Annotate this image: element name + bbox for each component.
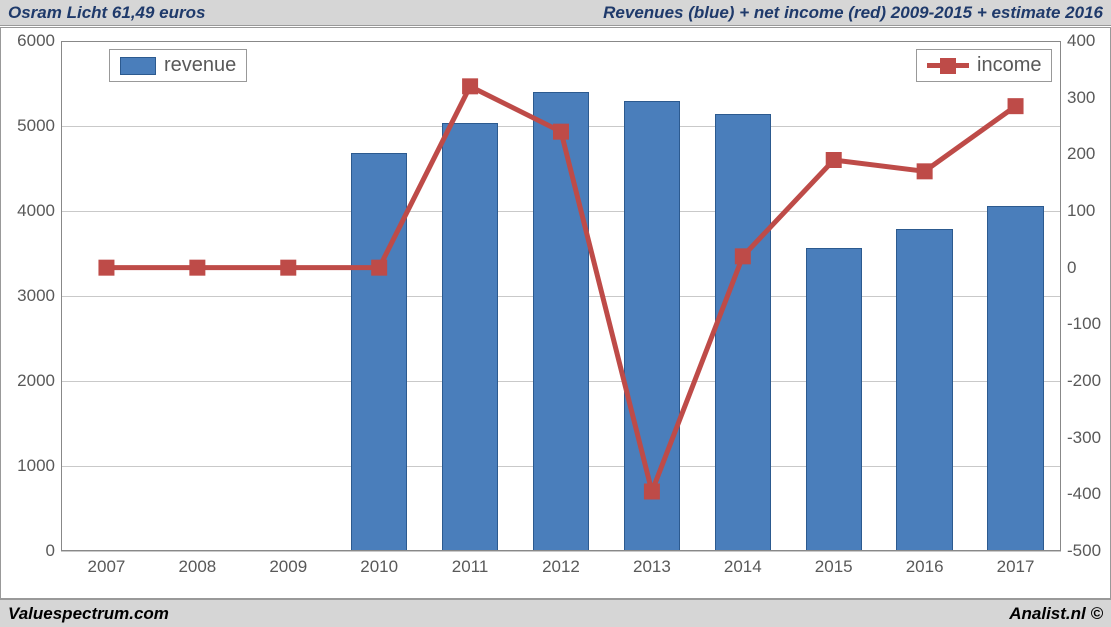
x-tick-label: 2015	[788, 557, 879, 577]
y-right-tick-label: -500	[1067, 541, 1101, 561]
legend-swatch-line-icon	[927, 56, 969, 76]
x-tick-label: 2012	[516, 557, 607, 577]
y-right-tick-label: 0	[1067, 258, 1076, 278]
x-tick-label: 2013	[606, 557, 697, 577]
y-left-tick-label: 6000	[11, 31, 55, 51]
y-right-tick-label: -200	[1067, 371, 1101, 391]
y-left-tick-label: 0	[11, 541, 55, 561]
x-tick-label: 2008	[152, 557, 243, 577]
footer-left: Valuespectrum.com	[8, 604, 169, 624]
gridline	[61, 551, 1061, 552]
footer-bar: Valuespectrum.com Analist.nl ©	[0, 599, 1111, 627]
legend-income-label: income	[977, 54, 1041, 77]
y-right-tick-label: -300	[1067, 428, 1101, 448]
y-right-tick-label: -400	[1067, 484, 1101, 504]
y-left-tick-label: 2000	[11, 371, 55, 391]
y-left-tick-label: 5000	[11, 116, 55, 136]
header-bar: Osram Licht 61,49 euros Revenues (blue) …	[0, 0, 1111, 26]
footer-right: Analist.nl ©	[1009, 604, 1103, 624]
legend-revenue: revenue	[109, 49, 247, 82]
x-tick-label: 2007	[61, 557, 152, 577]
y-right-tick-label: -100	[1067, 314, 1101, 334]
y-right-tick-label: 200	[1067, 144, 1095, 164]
plot-area	[61, 41, 1061, 551]
legend-income: income	[916, 49, 1052, 82]
y-left-tick-label: 4000	[11, 201, 55, 221]
title-left: Osram Licht 61,49 euros	[8, 3, 205, 23]
x-tick-label: 2011	[425, 557, 516, 577]
x-tick-label: 2016	[879, 557, 970, 577]
x-tick-label: 2009	[243, 557, 334, 577]
chart-area: 0100020003000400050006000-500-400-300-20…	[0, 27, 1111, 599]
chart-container: Osram Licht 61,49 euros Revenues (blue) …	[0, 0, 1111, 627]
title-right: Revenues (blue) + net income (red) 2009-…	[603, 3, 1103, 23]
y-right-tick-label: 300	[1067, 88, 1095, 108]
y-left-tick-label: 3000	[11, 286, 55, 306]
legend-swatch-bar-icon	[120, 57, 156, 75]
x-tick-label: 2017	[970, 557, 1061, 577]
x-tick-label: 2010	[334, 557, 425, 577]
legend-revenue-label: revenue	[164, 54, 236, 77]
plot-border	[61, 41, 1061, 551]
y-left-tick-label: 1000	[11, 456, 55, 476]
x-tick-label: 2014	[697, 557, 788, 577]
y-right-tick-label: 100	[1067, 201, 1095, 221]
y-right-tick-label: 400	[1067, 31, 1095, 51]
